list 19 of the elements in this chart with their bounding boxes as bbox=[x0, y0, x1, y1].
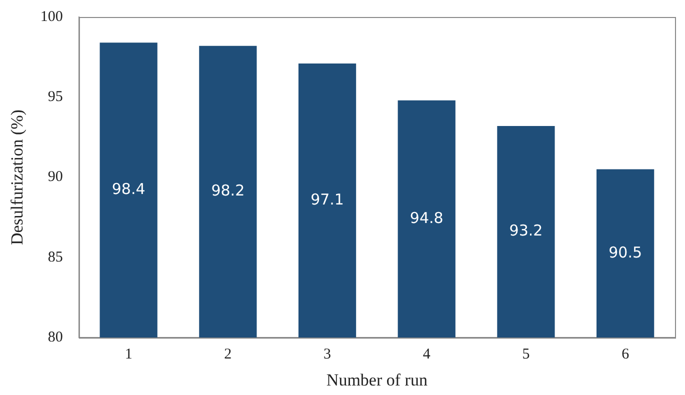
data-label: 98.4 bbox=[112, 180, 146, 198]
y-tick-label: 80 bbox=[48, 330, 63, 346]
y-tick-label: 85 bbox=[48, 249, 63, 266]
x-tick-label: 6 bbox=[622, 346, 630, 363]
x-tick-label: 1 bbox=[124, 346, 132, 363]
data-label: 98.2 bbox=[211, 182, 245, 200]
x-tick-label: 5 bbox=[522, 346, 530, 363]
y-axis-title: Desulfurization (%) bbox=[8, 110, 27, 246]
x-axis-title: Number of run bbox=[326, 370, 428, 390]
x-tick-label: 2 bbox=[224, 346, 232, 363]
data-label: 97.1 bbox=[310, 190, 344, 208]
data-label: 90.5 bbox=[608, 243, 642, 262]
data-label: 93.2 bbox=[509, 222, 543, 240]
x-tick-label: 4 bbox=[422, 346, 431, 363]
x-tick-label: 3 bbox=[324, 346, 332, 363]
y-tick-label: 100 bbox=[40, 8, 63, 25]
data-label: 94.8 bbox=[410, 208, 444, 227]
y-tick-label: 90 bbox=[48, 169, 63, 186]
y-tick-label: 95 bbox=[48, 89, 63, 106]
